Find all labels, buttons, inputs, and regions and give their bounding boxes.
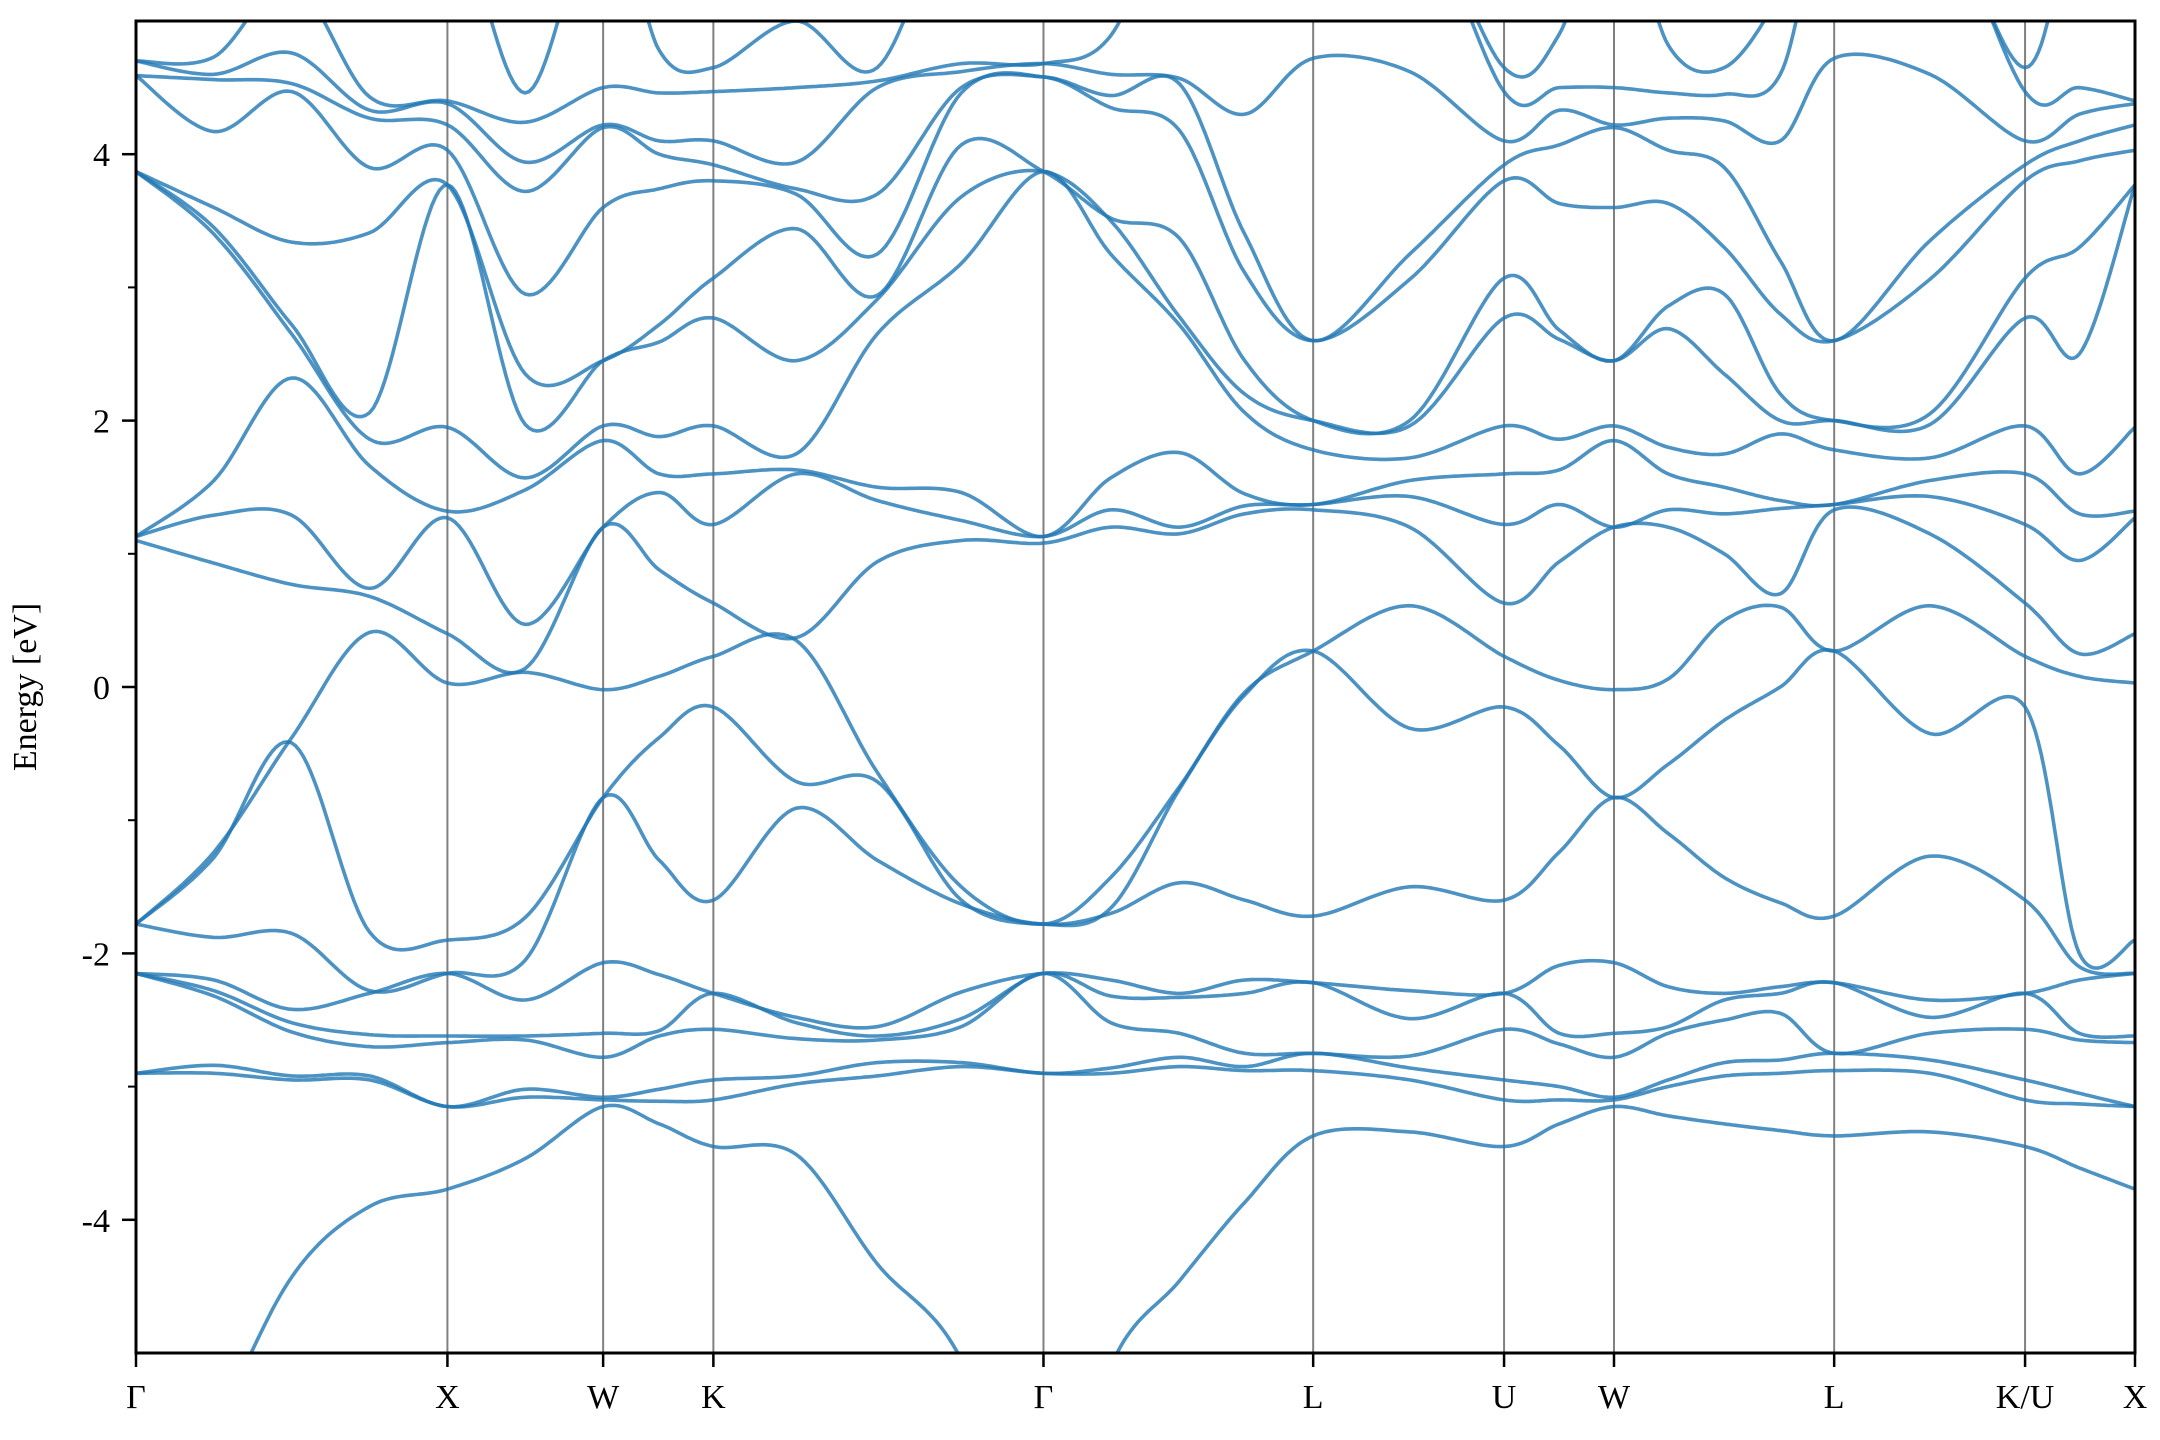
band-line — [136, 603, 2135, 926]
band-line — [136, 169, 2135, 480]
band-line — [136, 471, 2135, 627]
band-lines — [136, 21, 2135, 1353]
high-symmetry-lines — [446, 21, 2027, 1353]
band-line — [136, 1051, 2135, 1109]
band-line — [136, 71, 2135, 344]
band-line — [136, 958, 2135, 1030]
y-tick-label: 0 — [93, 670, 110, 707]
x-tick-label: Γ — [126, 1379, 146, 1416]
x-tick-label: W — [587, 1379, 620, 1416]
x-tick-label: K — [701, 1379, 726, 1416]
y-tick-label: -4 — [82, 1203, 110, 1240]
x-tick-label: L — [1303, 1379, 1324, 1416]
band-line — [136, 971, 2135, 1039]
x-tick-label: Γ — [1034, 1379, 1054, 1416]
y-tick-label: -2 — [82, 936, 110, 973]
x-tick-label: K/U — [1996, 1379, 2055, 1416]
band-line — [136, 168, 2135, 436]
y-axis-label: Energy [eV] — [7, 603, 44, 771]
band-line — [136, 136, 2135, 436]
band-line — [136, 1064, 2135, 1109]
x-tick-label: U — [1492, 1379, 1517, 1416]
band-line — [136, 72, 2135, 343]
x-tick-label: X — [435, 1379, 460, 1416]
band-line — [136, 21, 2135, 125]
x-tick-label: W — [1598, 1379, 1631, 1416]
band-line — [249, 1103, 2135, 1353]
band-line — [136, 376, 2135, 539]
band-line — [136, 971, 2135, 1060]
band-line — [489, 21, 2050, 95]
x-tick-label: X — [2123, 1379, 2148, 1416]
x-axis: Γ X W K Γ L U W L K/U X — [126, 1353, 2147, 1416]
y-tick-label: 2 — [93, 404, 110, 441]
y-axis: -4 -2 0 2 4 — [82, 137, 136, 1240]
band-line — [136, 505, 2135, 675]
y-tick-label: 4 — [93, 137, 110, 174]
band-line — [136, 50, 2135, 166]
x-tick-label: L — [1824, 1379, 1845, 1416]
band-line — [136, 793, 2135, 994]
